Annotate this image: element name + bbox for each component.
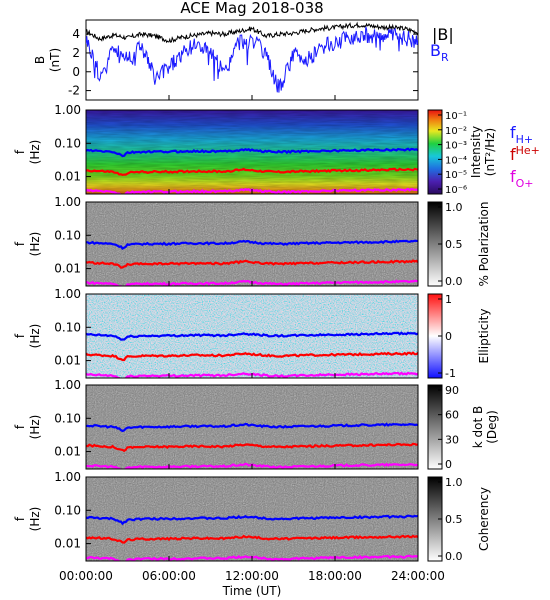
panel-kdotb: 1.00 0.10 0.01 f (Hz) 90 60 30 0 k dot B (Deg) bbox=[13, 378, 499, 471]
freq-tick-label: 0.01 bbox=[54, 445, 81, 459]
b-ytick-label: 4 bbox=[72, 27, 80, 41]
x-tick-label: 24:00:00 bbox=[391, 569, 445, 583]
figure-title: ACE Mag 2018-038 bbox=[180, 0, 323, 17]
freq-tick-label: 0.01 bbox=[54, 170, 81, 184]
kdotb-cbar-unit: (Deg) bbox=[485, 410, 499, 444]
freq-tick-label: 0.01 bbox=[54, 262, 81, 276]
ellipticity-image bbox=[86, 294, 418, 378]
freq-tick-label: 0.10 bbox=[54, 411, 81, 425]
cbar-tick-label: 10⁻³ bbox=[445, 141, 467, 152]
freq-ylabel-unit: (Hz) bbox=[28, 324, 42, 349]
x-tick-label: 00:00:00 bbox=[59, 569, 113, 583]
b-ytick-label: 2 bbox=[72, 46, 80, 60]
freq-ylabel-unit: (Hz) bbox=[28, 140, 42, 165]
he-gyro-line bbox=[86, 351, 418, 362]
b-plot-area bbox=[86, 21, 418, 93]
he-gyro-line bbox=[86, 442, 418, 453]
x-tick-label: 06:00:00 bbox=[142, 569, 196, 583]
cbar-tick-label: 0 bbox=[445, 330, 452, 343]
he-gyro-line bbox=[86, 167, 418, 177]
freq-tick-label: 0.10 bbox=[54, 320, 81, 334]
cbar-tick-label: 10⁻¹ bbox=[445, 111, 467, 122]
b-ylabel-unit: (nT) bbox=[48, 48, 62, 72]
panel-coherency: 1.00 0.10 0.01 f (Hz) 1.0 0.5 0.0 Coherency bbox=[13, 470, 491, 563]
spectral-panels: 1.000.100.01f (Hz)10⁻¹10⁻²10⁻³10⁻⁴10⁻⁵10⁻… bbox=[13, 103, 540, 563]
freq-ylabel-unit: (Hz) bbox=[28, 415, 42, 440]
coherency-cbar-label: Coherency bbox=[477, 487, 491, 551]
freq-tick-label: 1.00 bbox=[54, 470, 81, 484]
freq-ylabel: f bbox=[13, 241, 27, 246]
cbar-tick-label: 0.0 bbox=[445, 275, 463, 288]
b-ytick-label: 0 bbox=[72, 65, 80, 79]
x-axis-label: Time (UT) bbox=[222, 584, 282, 598]
legend-f-O: fO+ bbox=[510, 167, 534, 190]
freq-ylabel: f bbox=[13, 516, 27, 521]
h-gyro-line bbox=[86, 147, 418, 158]
b-y-ticks: 4 2 0 -2 bbox=[68, 27, 419, 100]
legend-f-He: fHe+ bbox=[510, 144, 540, 164]
freq-tick-label: 0.01 bbox=[54, 537, 81, 551]
cbar-tick-label: 0 bbox=[445, 458, 452, 471]
he-gyro-line bbox=[86, 259, 418, 269]
freq-ylabel-unit: (Hz) bbox=[28, 232, 42, 257]
freq-tick-label: 1.00 bbox=[54, 378, 81, 392]
legend-b-magnitude: |B| bbox=[432, 25, 454, 44]
h-gyro-line bbox=[86, 422, 418, 433]
cbar-tick-label: 10⁻² bbox=[445, 126, 467, 137]
cbar-tick-label: 0.0 bbox=[445, 550, 463, 563]
legend-b-radial: BR bbox=[430, 41, 449, 64]
freq-ylabel: f bbox=[13, 149, 27, 154]
coherency-image bbox=[86, 477, 418, 561]
kdotb-colorbar bbox=[427, 384, 443, 470]
ellipticity-cbar-label: Ellipticity bbox=[477, 309, 491, 364]
x-tick-label: 12:00:00 bbox=[225, 569, 279, 583]
cbar-tick-label: 1.0 bbox=[445, 476, 463, 489]
freq-tick-label: 1.00 bbox=[54, 287, 81, 301]
cbar-tick-label: 0.5 bbox=[445, 513, 463, 526]
b-magnitude-line bbox=[86, 21, 418, 44]
panel-ellipticity: 1.00 0.10 0.01 f (Hz) 1 0 -1 Ellipticity bbox=[13, 287, 491, 380]
x-tick-labels: 00:00:00 06:00:00 12:00:00 18:00:00 24:00:00 bbox=[59, 569, 445, 583]
intensity-image bbox=[86, 110, 418, 194]
freq-tick-label: 1.00 bbox=[54, 195, 81, 209]
cbar-tick-label: 60 bbox=[445, 409, 459, 422]
h-gyro-line bbox=[86, 514, 418, 526]
freq-tick-label: 0.10 bbox=[54, 228, 81, 242]
cbar-tick-label: 30 bbox=[445, 433, 459, 446]
cbar-tick-label: 90 bbox=[445, 384, 459, 397]
intensity-colorbar bbox=[427, 109, 443, 195]
freq-ylabel: f bbox=[13, 333, 27, 338]
cbar-tick-label: 0.5 bbox=[445, 238, 463, 251]
polarization-cbar-label: % Polarization bbox=[477, 202, 491, 287]
h-gyro-line bbox=[86, 239, 418, 251]
intensity-cbar-unit: (nT²/Hz) bbox=[483, 128, 497, 176]
panel-intensity: 1.00 0.10 0.01 f (Hz) 10⁻¹ 10⁻² 10⁻³ 10⁻⁴ 10⁻⁵ 10⁻… bbox=[13, 103, 540, 196]
cbar-tick-label: 1 bbox=[445, 293, 452, 306]
freq-ylabel-unit: (Hz) bbox=[28, 507, 42, 532]
cbar-tick-label: 10⁻⁶ bbox=[445, 185, 467, 196]
freq-tick-label: 0.10 bbox=[54, 136, 81, 150]
polarization-image bbox=[86, 202, 418, 286]
h-gyro-line bbox=[86, 331, 418, 341]
x-tick-label: 18:00:00 bbox=[308, 569, 362, 583]
freq-ylabel: f bbox=[13, 424, 27, 429]
cbar-tick-label: -1 bbox=[445, 367, 456, 380]
he-gyro-line bbox=[86, 534, 418, 544]
cbar-tick-label: 10⁻⁴ bbox=[445, 155, 467, 166]
intensity-cbar-label: Intensity bbox=[469, 126, 483, 178]
panel-polarization: 1.00 0.10 0.01 f (Hz) 1.0 0.5 0.0 % Polarization bbox=[13, 195, 491, 288]
kdotb-cbar-label: k dot B bbox=[471, 406, 485, 448]
cbar-tick-label: 10⁻⁵ bbox=[445, 170, 467, 181]
b-radial-line bbox=[86, 26, 418, 93]
freq-tick-label: 0.10 bbox=[54, 503, 81, 517]
freq-tick-label: 1.00 bbox=[54, 103, 81, 117]
freq-tick-label: 0.01 bbox=[54, 354, 81, 368]
cbar-tick-label: 1.0 bbox=[445, 201, 463, 214]
b-ytick-label: -2 bbox=[68, 84, 80, 98]
b-ylabel: B bbox=[33, 56, 47, 64]
legend-f-H: fH+ bbox=[510, 123, 533, 146]
kdotb-image bbox=[86, 385, 418, 469]
b-field-panel: 4 2 0 -2 B (nT) |B| BR bbox=[33, 19, 454, 101]
